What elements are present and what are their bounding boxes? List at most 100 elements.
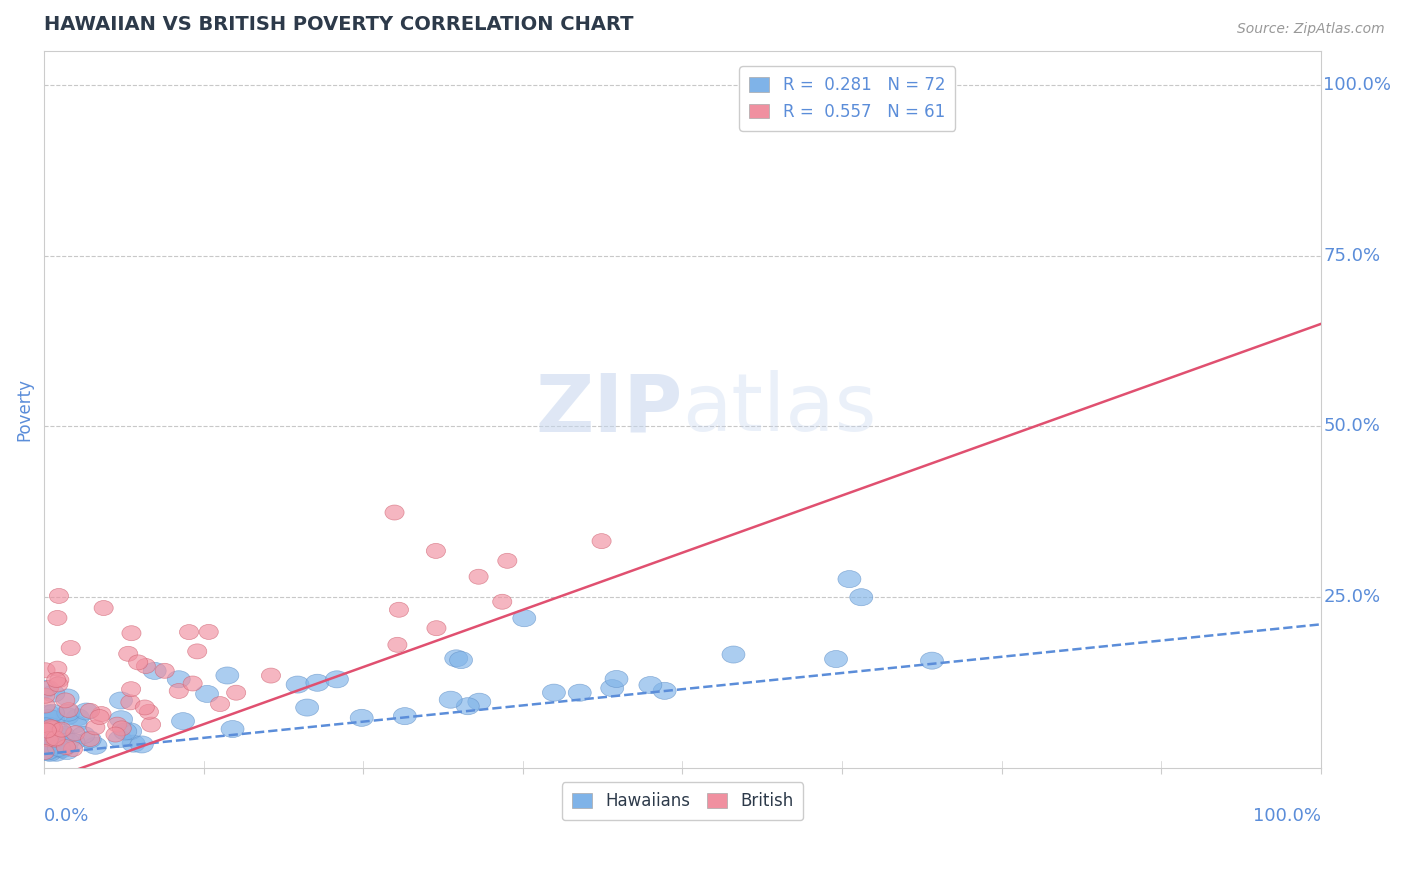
Ellipse shape (169, 683, 188, 698)
Ellipse shape (37, 743, 60, 760)
Ellipse shape (56, 739, 76, 755)
Ellipse shape (568, 684, 592, 701)
Ellipse shape (62, 733, 84, 750)
Ellipse shape (167, 671, 190, 688)
Ellipse shape (37, 705, 60, 722)
Ellipse shape (60, 640, 80, 656)
Ellipse shape (200, 624, 218, 640)
Ellipse shape (468, 693, 491, 710)
Ellipse shape (262, 668, 281, 683)
Ellipse shape (46, 731, 65, 746)
Ellipse shape (41, 705, 65, 722)
Legend: Hawaiians, British: Hawaiians, British (561, 782, 803, 821)
Ellipse shape (118, 723, 142, 739)
Ellipse shape (122, 735, 145, 752)
Ellipse shape (838, 571, 860, 588)
Ellipse shape (307, 674, 329, 691)
Ellipse shape (56, 733, 80, 750)
Ellipse shape (921, 652, 943, 669)
Ellipse shape (112, 721, 131, 736)
Ellipse shape (172, 713, 194, 730)
Ellipse shape (44, 721, 63, 736)
Ellipse shape (34, 734, 56, 752)
Text: 0.0%: 0.0% (44, 807, 90, 825)
Ellipse shape (143, 663, 166, 680)
Ellipse shape (444, 649, 468, 667)
Ellipse shape (592, 533, 612, 549)
Ellipse shape (325, 671, 349, 688)
Ellipse shape (136, 658, 156, 673)
Ellipse shape (285, 676, 309, 693)
Ellipse shape (37, 698, 55, 713)
Ellipse shape (295, 699, 319, 716)
Ellipse shape (38, 717, 60, 734)
Ellipse shape (38, 709, 60, 726)
Ellipse shape (824, 650, 848, 667)
Ellipse shape (139, 705, 159, 719)
Ellipse shape (37, 723, 59, 739)
Ellipse shape (849, 589, 873, 606)
Ellipse shape (41, 720, 60, 734)
Ellipse shape (638, 676, 662, 694)
Ellipse shape (37, 663, 55, 678)
Ellipse shape (39, 681, 59, 696)
Ellipse shape (121, 681, 141, 697)
Ellipse shape (110, 711, 132, 728)
Ellipse shape (49, 677, 67, 692)
Ellipse shape (39, 731, 58, 747)
Ellipse shape (221, 721, 245, 738)
Text: atlas: atlas (682, 370, 877, 449)
Ellipse shape (48, 723, 72, 741)
Ellipse shape (75, 703, 98, 720)
Ellipse shape (110, 692, 132, 709)
Ellipse shape (48, 661, 67, 676)
Ellipse shape (42, 738, 65, 755)
Ellipse shape (39, 734, 62, 751)
Ellipse shape (52, 723, 72, 737)
Ellipse shape (45, 732, 65, 747)
Ellipse shape (84, 737, 107, 755)
Text: ZIP: ZIP (536, 370, 682, 449)
Text: 100.0%: 100.0% (1253, 807, 1320, 825)
Ellipse shape (38, 744, 62, 762)
Ellipse shape (56, 689, 79, 706)
Ellipse shape (48, 739, 70, 756)
Ellipse shape (80, 731, 100, 747)
Ellipse shape (52, 726, 75, 743)
Ellipse shape (600, 680, 624, 697)
Ellipse shape (49, 589, 69, 604)
Ellipse shape (180, 624, 198, 640)
Ellipse shape (114, 723, 136, 740)
Ellipse shape (94, 600, 114, 615)
Y-axis label: Poverty: Poverty (15, 378, 32, 441)
Ellipse shape (385, 505, 404, 520)
Ellipse shape (44, 726, 67, 743)
Ellipse shape (35, 743, 58, 760)
Ellipse shape (183, 676, 202, 691)
Ellipse shape (187, 644, 207, 659)
Ellipse shape (72, 726, 94, 744)
Ellipse shape (118, 647, 138, 661)
Ellipse shape (45, 744, 67, 761)
Ellipse shape (38, 726, 60, 743)
Ellipse shape (470, 569, 488, 584)
Text: 50.0%: 50.0% (1323, 417, 1381, 435)
Ellipse shape (65, 715, 87, 733)
Ellipse shape (35, 689, 55, 703)
Ellipse shape (492, 594, 512, 609)
Ellipse shape (90, 709, 110, 724)
Ellipse shape (86, 720, 105, 735)
Ellipse shape (605, 671, 628, 688)
Ellipse shape (41, 721, 59, 736)
Ellipse shape (155, 664, 174, 678)
Text: 25.0%: 25.0% (1323, 588, 1381, 606)
Ellipse shape (48, 610, 67, 625)
Ellipse shape (439, 691, 463, 708)
Ellipse shape (513, 609, 536, 627)
Ellipse shape (450, 651, 472, 669)
Ellipse shape (66, 726, 84, 740)
Ellipse shape (91, 706, 111, 722)
Ellipse shape (388, 637, 406, 652)
Ellipse shape (195, 685, 218, 702)
Ellipse shape (63, 741, 83, 756)
